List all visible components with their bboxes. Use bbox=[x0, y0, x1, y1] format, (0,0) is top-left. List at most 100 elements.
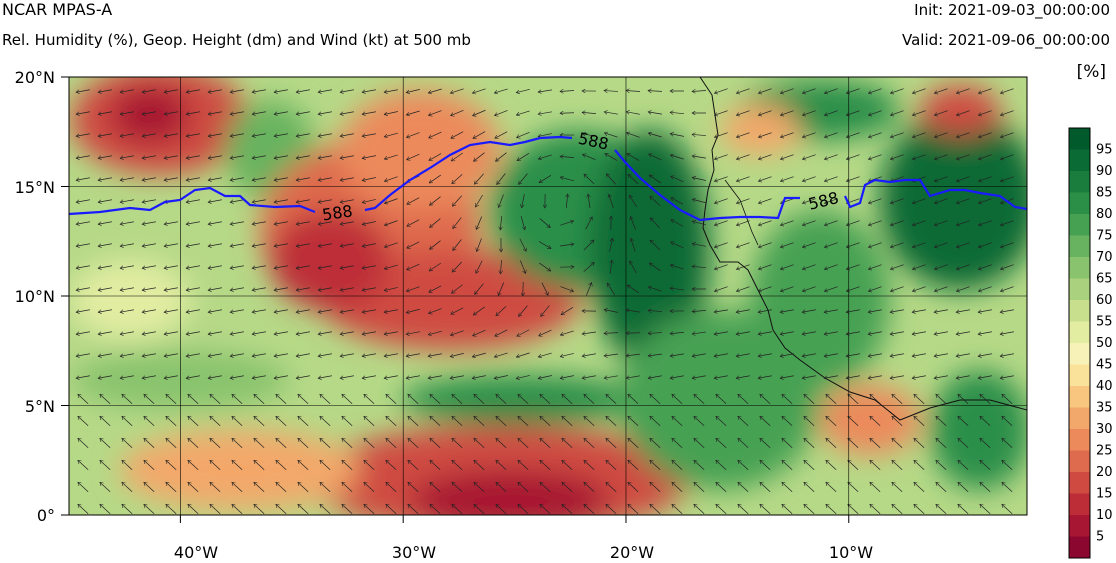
wind-arrow bbox=[452, 460, 463, 470]
wind-arrow bbox=[804, 482, 815, 492]
wind-arrow bbox=[76, 375, 90, 378]
wind-arrow bbox=[142, 89, 156, 92]
lat-label-0: 0° bbox=[37, 506, 55, 525]
wind-arrow bbox=[252, 265, 266, 268]
wind-arrow bbox=[494, 88, 508, 93]
wind-arrow bbox=[120, 265, 134, 268]
wind-arrow bbox=[429, 285, 442, 292]
wind-arrow bbox=[780, 286, 794, 292]
wind-arrow bbox=[78, 504, 89, 514]
wind-arrow bbox=[738, 416, 749, 426]
wind-arrow bbox=[296, 287, 310, 290]
wind-arrow bbox=[694, 504, 705, 514]
wind-arrow bbox=[868, 242, 882, 248]
wind-arrow bbox=[122, 416, 133, 426]
wind-arrow bbox=[758, 353, 772, 356]
wind-arrow bbox=[824, 375, 838, 378]
wind-arrow bbox=[584, 174, 595, 185]
wind-arrow bbox=[452, 195, 462, 206]
wind-arrow bbox=[736, 264, 750, 270]
wind-arrow bbox=[560, 244, 574, 246]
wind-arrow bbox=[232, 482, 243, 492]
colorbar-label: 65 bbox=[1096, 272, 1113, 287]
wind-arrow bbox=[890, 176, 904, 182]
wind-arrow bbox=[274, 287, 288, 290]
wind-arrow bbox=[958, 438, 969, 448]
wind-arrow bbox=[672, 504, 683, 514]
wind-arrow bbox=[736, 132, 750, 138]
wind-arrow bbox=[518, 460, 529, 470]
latitude-labels: 20°N 15°N 10°N 5°N 0° bbox=[15, 68, 55, 525]
wind-arrow bbox=[586, 283, 591, 296]
wind-arrow bbox=[254, 504, 265, 514]
wind-arrow bbox=[716, 394, 727, 404]
wind-arrow bbox=[318, 243, 332, 246]
wind-arrow bbox=[407, 241, 420, 248]
colorbar-label: 60 bbox=[1096, 293, 1113, 308]
wind-arrow bbox=[164, 89, 178, 92]
wind-arrow bbox=[824, 220, 838, 226]
wind-arrow bbox=[384, 132, 398, 137]
wind-arrow bbox=[296, 199, 310, 202]
wind-arrow bbox=[142, 353, 156, 356]
wind-arrow bbox=[340, 89, 354, 92]
colorbar-label: 25 bbox=[1096, 444, 1113, 459]
wind-arrow bbox=[694, 482, 705, 492]
wind-arrow bbox=[758, 375, 772, 378]
wind-arrow bbox=[650, 218, 660, 229]
wind-arrow bbox=[1002, 394, 1013, 404]
wind-arrow bbox=[560, 177, 574, 182]
wind-arrow bbox=[142, 111, 156, 114]
colorbar-swatch bbox=[1069, 515, 1090, 537]
wind-arrow bbox=[540, 504, 551, 514]
wind-arrow bbox=[868, 88, 882, 94]
wind-arrow bbox=[384, 89, 398, 92]
wind-arrow bbox=[692, 221, 706, 226]
wind-arrow bbox=[714, 220, 728, 226]
wind-arrow bbox=[208, 177, 222, 180]
wind-arrow bbox=[736, 110, 750, 116]
wind-arrow bbox=[758, 198, 772, 204]
wind-arrow bbox=[539, 329, 552, 336]
wind-arrow bbox=[497, 173, 506, 184]
wind-arrow bbox=[846, 88, 860, 94]
wind-arrow bbox=[1000, 88, 1014, 94]
wind-arrow bbox=[980, 460, 991, 470]
wind-arrow bbox=[848, 394, 859, 404]
wind-arrow bbox=[98, 155, 112, 158]
wind-arrow bbox=[408, 394, 419, 404]
wind-arrow bbox=[914, 394, 925, 404]
wind-arrow bbox=[912, 375, 926, 378]
wind-arrow bbox=[386, 394, 397, 404]
wind-arrow bbox=[560, 330, 574, 335]
wind-arrow bbox=[736, 176, 750, 182]
wind-arrow bbox=[802, 176, 816, 182]
wind-arrow bbox=[232, 460, 243, 470]
wind-arrow bbox=[362, 199, 376, 202]
wind-arrow bbox=[650, 240, 661, 251]
wind-arrow bbox=[408, 482, 419, 492]
wind-arrow bbox=[120, 353, 134, 356]
wind-arrow bbox=[626, 375, 640, 378]
wind-arrow bbox=[230, 111, 244, 114]
wind-arrow bbox=[252, 221, 266, 224]
colorbar-swatch bbox=[1069, 536, 1090, 559]
wind-arrow bbox=[362, 309, 376, 312]
wind-arrow bbox=[780, 264, 794, 270]
wind-arrow bbox=[453, 217, 462, 228]
colorbar-swatch bbox=[1069, 321, 1090, 344]
wind-arrow bbox=[362, 221, 376, 224]
colorbar-frame bbox=[1068, 127, 1091, 559]
wind-arrow bbox=[914, 460, 925, 470]
wind-arrow bbox=[520, 216, 525, 230]
wind-arrow bbox=[252, 309, 266, 312]
wind-arrow bbox=[340, 221, 354, 224]
wind-arrow bbox=[76, 155, 90, 158]
wind-arrow bbox=[364, 394, 375, 404]
wind-arrow bbox=[628, 394, 639, 404]
wind-arrow bbox=[164, 353, 178, 356]
wind-arrow bbox=[100, 504, 111, 514]
wind-arrow bbox=[296, 155, 310, 158]
wind-arrow bbox=[252, 287, 266, 290]
wind-arrow bbox=[517, 132, 530, 137]
